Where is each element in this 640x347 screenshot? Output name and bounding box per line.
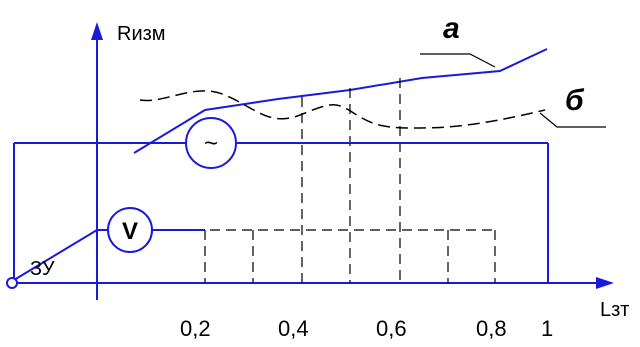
x-tick-label: 0,2 xyxy=(180,316,211,341)
x-tick-label: 0,6 xyxy=(376,316,407,341)
x-tick-label: 0,4 xyxy=(278,316,309,341)
x-axis-label: Lзт xyxy=(600,299,629,321)
y-axis-label: Rизм xyxy=(117,23,166,45)
curve-a-leader xyxy=(420,53,496,68)
curve-b-label: б xyxy=(565,84,585,117)
x-tick-label: 0,8 xyxy=(476,316,507,341)
x-tick-labels: 0,2 0,4 0,6 0,8 1 xyxy=(180,316,553,341)
y-axis-arrow xyxy=(91,22,103,40)
curve-a-label-group: а xyxy=(420,12,496,68)
device-label: ЗУ xyxy=(30,258,55,280)
dashed-verticals xyxy=(178,78,497,283)
wire-to-meter xyxy=(13,229,108,281)
curve-b-leader xyxy=(539,112,606,128)
axes: Rизм Lзт xyxy=(14,22,629,321)
voltmeter: V xyxy=(107,207,153,253)
circuit xyxy=(13,142,549,283)
generator-symbol: ~ xyxy=(204,130,218,157)
generator: ~ xyxy=(185,117,237,169)
voltmeter-label: V xyxy=(122,218,138,245)
curve-b-label-group: б xyxy=(539,84,606,128)
voltmeter-circle xyxy=(107,207,153,253)
x-axis-arrow xyxy=(596,277,614,289)
terminal-node xyxy=(6,277,18,289)
x-tick-label: 1 xyxy=(541,316,553,341)
generator-circle xyxy=(185,117,237,169)
curve-a-label: а xyxy=(443,12,460,45)
curve-b xyxy=(139,90,546,129)
